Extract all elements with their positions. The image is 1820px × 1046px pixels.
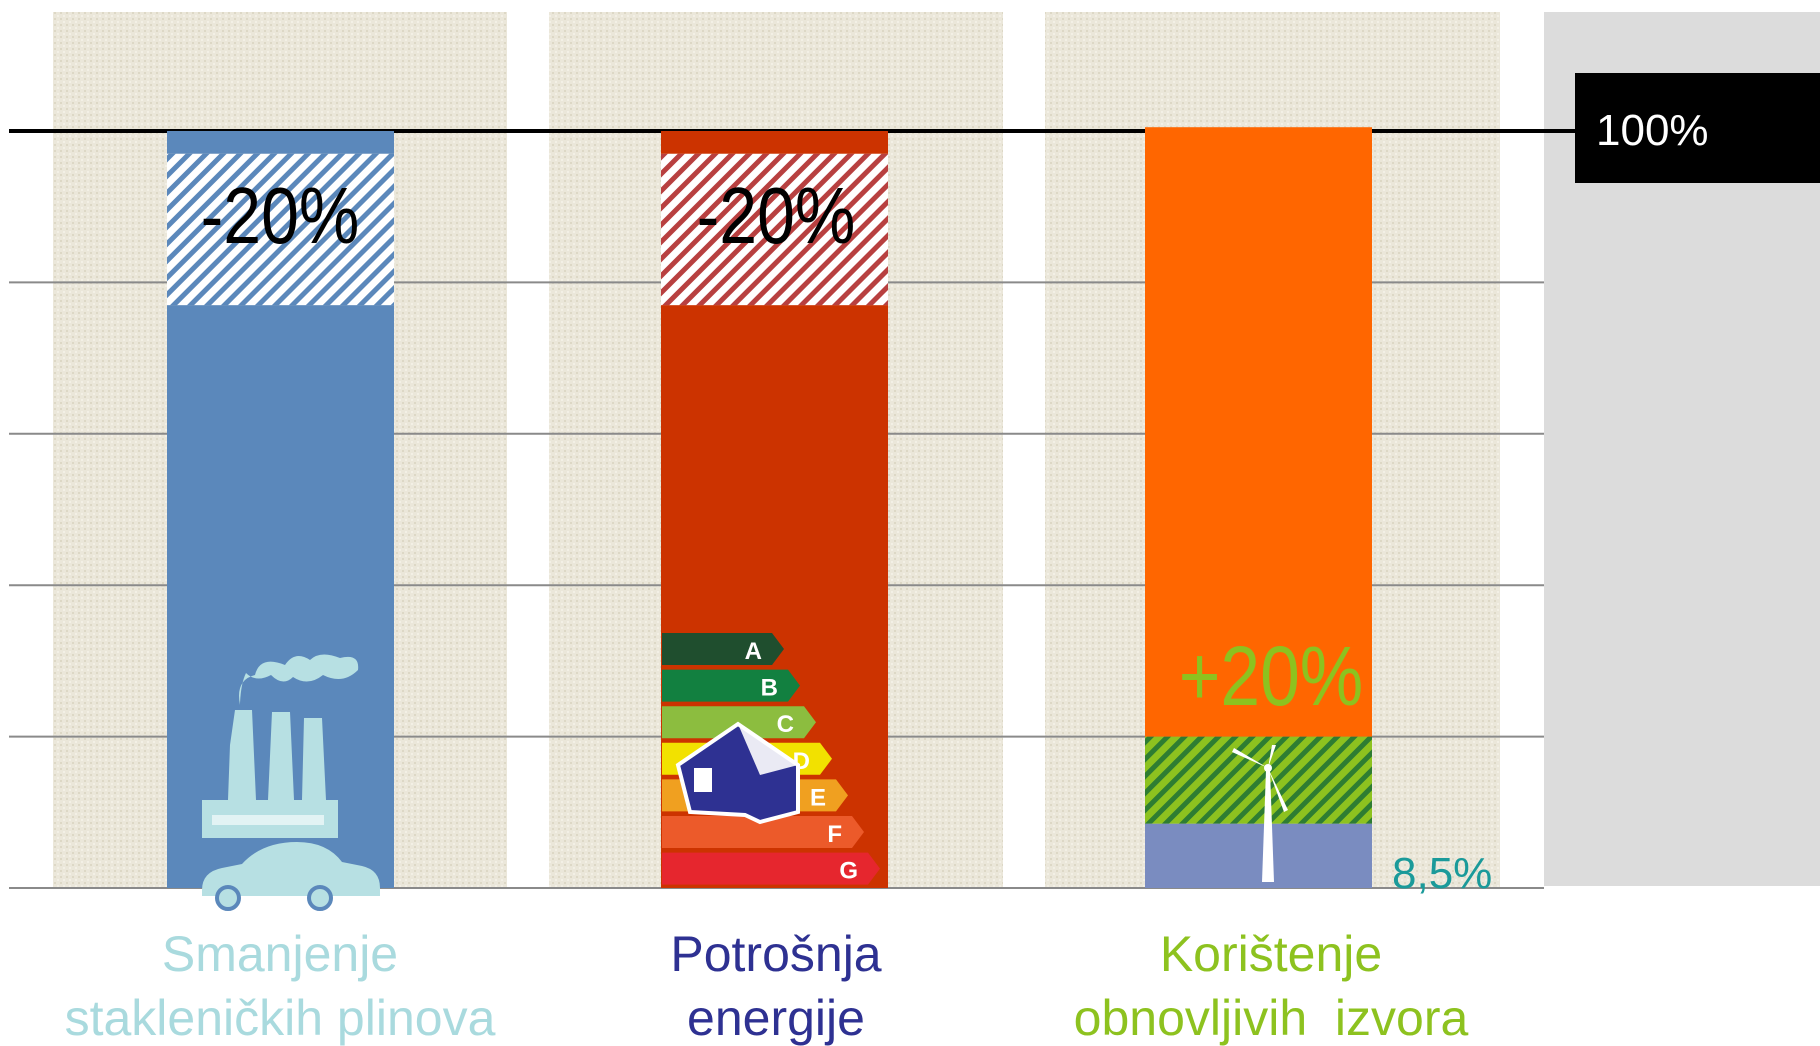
- house-window: [694, 768, 712, 792]
- bar-segment: [1145, 736, 1372, 824]
- reference-label: 100%: [1596, 106, 1709, 155]
- smoke-icon: [239, 654, 359, 705]
- bar-segment: [167, 131, 394, 154]
- category-label: Korištenje: [1159, 926, 1383, 982]
- energy-arrow: [662, 706, 816, 739]
- annotation: +20%: [1179, 628, 1364, 723]
- energy-arrow: [662, 633, 784, 665]
- category-label: Smanjenje: [161, 926, 399, 982]
- turbine-blade: [1268, 768, 1288, 812]
- annotation: -20%: [201, 171, 360, 260]
- car-wheel: [307, 885, 333, 911]
- bar-segment: [661, 131, 888, 154]
- energy-letter: F: [827, 821, 842, 848]
- factory-icon: [202, 710, 338, 838]
- annotation: -20%: [697, 171, 856, 260]
- bar-segment: [661, 153, 888, 306]
- value-label: 8,5%: [1392, 849, 1492, 898]
- car-icon: [202, 842, 380, 896]
- bar-segment: [167, 153, 394, 306]
- category-label: energije: [687, 990, 865, 1046]
- turbine-tower: [1262, 770, 1274, 882]
- energy-letter: C: [777, 711, 794, 738]
- turbine-blade: [1268, 745, 1276, 768]
- category-label: obnovljivih izvora: [1073, 990, 1469, 1046]
- car-wheel: [215, 885, 241, 911]
- reference-box: [1575, 73, 1820, 183]
- bar-segment: [1145, 127, 1372, 737]
- energy-letter: G: [839, 858, 858, 885]
- bar-segment: [1145, 823, 1372, 888]
- factory-windows: [212, 815, 324, 825]
- turbine-hub: [1264, 764, 1272, 772]
- energy-arrow: [662, 852, 880, 885]
- energy-letter: E: [810, 784, 826, 811]
- energy-letter: B: [761, 675, 778, 702]
- turbine-blade: [1232, 748, 1268, 768]
- energy-arrow: [662, 816, 864, 848]
- house-front: [738, 724, 798, 775]
- energy-arrow: [662, 669, 800, 702]
- category-label: stakleničkih plinova: [64, 990, 496, 1046]
- category-label: Potrošnja: [670, 926, 882, 982]
- energy-letter: A: [745, 638, 762, 665]
